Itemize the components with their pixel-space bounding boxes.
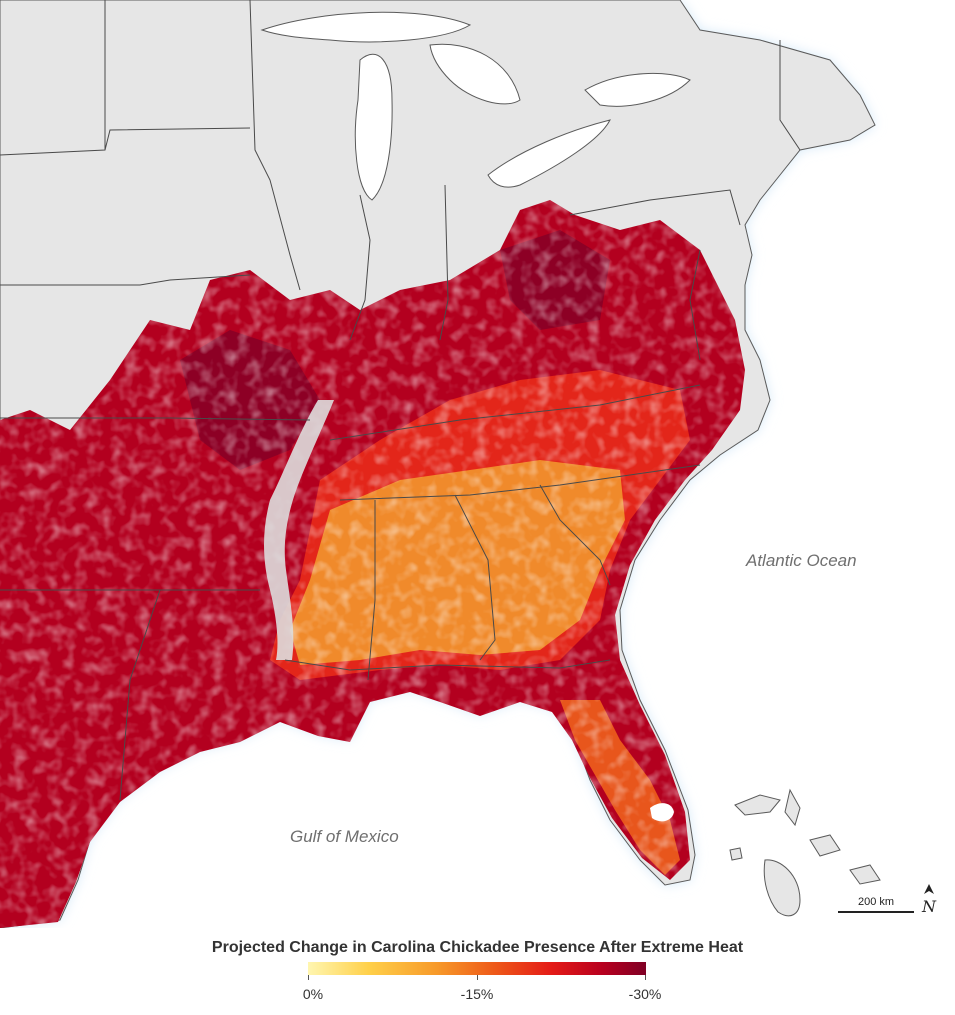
- state-boundaries: [0, 0, 801, 801]
- north-arrow-icon: N: [921, 884, 937, 916]
- legend-tick-0: [308, 975, 309, 980]
- river-corridor: [264, 400, 334, 660]
- legend-tick-2: [645, 975, 646, 980]
- legend-title: Projected Change in Carolina Chickadee P…: [211, 939, 744, 956]
- legend-label-2: -30%: [628, 986, 662, 1002]
- impact-region: [0, 200, 745, 928]
- gulf-of-mexico-label: Gulf of Mexico: [290, 827, 399, 846]
- atlantic-ocean-label: Atlantic Ocean: [746, 551, 857, 570]
- map-view[interactable]: Atlantic Ocean Gulf of Mexico 200 km N: [0, 0, 955, 928]
- scale-bar: [838, 911, 914, 913]
- bahamas-islands: [729, 788, 881, 917]
- north-letter: N: [921, 897, 937, 916]
- legend-label-0: 0%: [302, 986, 324, 1002]
- legend-tick-1: [477, 975, 478, 980]
- great-lakes: [260, 11, 691, 201]
- legend-color-ramp: [308, 962, 646, 975]
- scale-label: 200 km: [856, 896, 897, 908]
- legend-label-1: -15%: [460, 986, 494, 1002]
- map-canvas: [0, 0, 881, 928]
- lake-okeechobee: [650, 803, 674, 822]
- impact-speckle: [0, 200, 745, 928]
